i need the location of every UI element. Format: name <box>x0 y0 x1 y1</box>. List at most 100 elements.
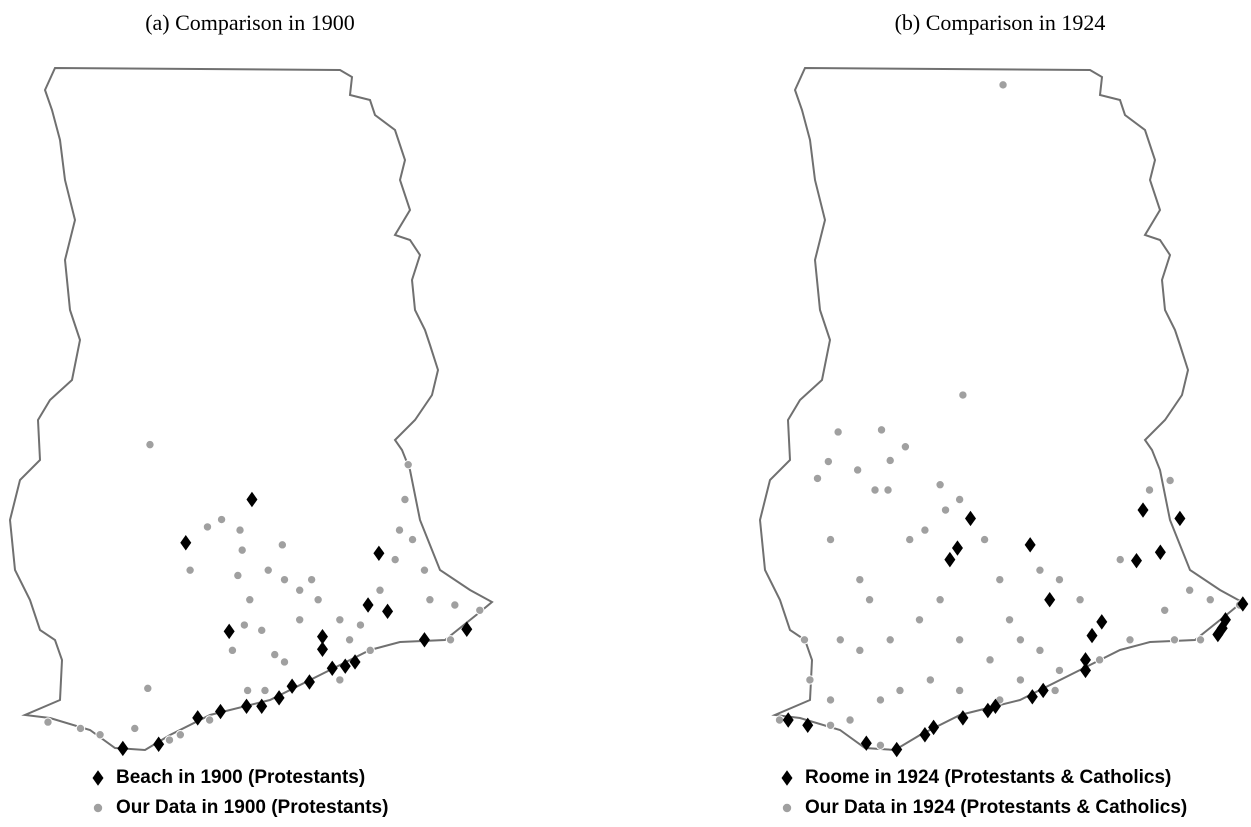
data-point <box>825 720 836 730</box>
data-point <box>313 595 323 605</box>
data-point <box>1144 485 1155 495</box>
data-point <box>852 465 863 475</box>
mission-marker <box>1024 537 1036 553</box>
data-point <box>277 540 288 550</box>
data-point <box>204 715 215 725</box>
data-point <box>445 635 456 645</box>
data-point <box>400 494 410 505</box>
mission-marker <box>1044 592 1056 608</box>
data-point <box>237 545 247 555</box>
data-point <box>855 645 865 656</box>
data-point <box>1094 655 1105 665</box>
data-point <box>407 534 418 545</box>
data-point <box>279 657 290 667</box>
country-outline <box>759 67 1243 751</box>
mission-marker <box>192 710 204 726</box>
mission-marker <box>316 628 328 645</box>
data-point <box>1050 685 1060 696</box>
data-point <box>823 456 834 467</box>
mission-marker <box>928 719 940 736</box>
country-outline <box>9 67 493 751</box>
data-point <box>1195 635 1206 645</box>
data-point <box>233 570 243 581</box>
mission-marker <box>117 740 129 757</box>
data-point <box>876 425 887 435</box>
data-point <box>875 695 886 705</box>
mission-marker <box>1154 544 1166 560</box>
mission-marker <box>1096 614 1108 630</box>
data-point <box>216 514 227 525</box>
legend-symbol <box>92 770 104 786</box>
data-point <box>355 620 366 630</box>
data-point <box>855 574 865 585</box>
mission-marker <box>286 678 298 694</box>
data-point <box>985 655 995 665</box>
legend-label: Our Data in 1900 (Protestants) <box>116 797 388 818</box>
mission-marker <box>982 702 994 719</box>
mission-marker <box>1212 626 1224 643</box>
data-point <box>954 494 965 505</box>
mission-marker <box>349 654 361 670</box>
legend-label: Our Data in 1924 (Protestants & Catholic… <box>805 797 1187 818</box>
data-point <box>1169 635 1180 645</box>
mission-marker <box>944 551 956 568</box>
data-point <box>95 730 105 740</box>
data-point <box>940 505 951 515</box>
data-point <box>845 715 855 725</box>
mission-marker <box>1086 627 1098 644</box>
data-point <box>1035 645 1045 656</box>
data-point <box>257 625 267 636</box>
data-point <box>998 80 1008 90</box>
data-point <box>954 685 965 696</box>
data-point <box>885 635 895 645</box>
data-point <box>833 427 843 437</box>
panel-title: (a) Comparison in 1900 <box>145 10 355 35</box>
mission-marker <box>418 632 430 648</box>
data-point <box>227 645 238 656</box>
mission-marker <box>246 491 258 508</box>
data-point <box>365 645 375 656</box>
data-point <box>419 565 430 575</box>
mission-marker <box>1137 502 1149 518</box>
data-point <box>1054 665 1065 676</box>
legend-symbol <box>781 770 793 786</box>
mission-marker <box>951 540 963 556</box>
data-point <box>958 390 968 400</box>
mission-marker <box>303 674 315 690</box>
data-point <box>185 565 195 575</box>
mission-marker <box>362 597 374 613</box>
data-point <box>335 675 345 685</box>
data-point <box>995 574 1005 585</box>
mission-marker <box>1080 652 1091 668</box>
data-point <box>403 459 413 470</box>
mission-marker <box>1037 682 1049 699</box>
data-point <box>935 480 945 490</box>
data-point <box>1125 635 1135 645</box>
mission-marker <box>373 545 385 561</box>
mission-marker <box>1080 662 1091 679</box>
data-point <box>294 615 305 625</box>
data-point <box>870 485 880 495</box>
data-point <box>825 534 836 545</box>
data-point <box>979 534 990 545</box>
data-point <box>875 740 886 751</box>
data-point <box>450 600 460 610</box>
mission-marker <box>919 727 931 743</box>
data-point <box>1075 595 1085 605</box>
data-point <box>925 675 936 685</box>
data-point <box>1015 635 1026 645</box>
data-point <box>920 525 930 535</box>
data-point <box>175 730 186 740</box>
data-point <box>885 455 895 466</box>
data-point <box>143 683 153 694</box>
mission-marker <box>180 535 192 551</box>
mission-marker <box>326 660 338 676</box>
data-point <box>1015 675 1026 685</box>
data-point <box>935 595 945 605</box>
data-point <box>1035 565 1045 575</box>
data-point <box>164 735 175 745</box>
mission-marker <box>382 603 394 620</box>
data-point <box>145 439 155 450</box>
mission-marker <box>1174 510 1186 527</box>
